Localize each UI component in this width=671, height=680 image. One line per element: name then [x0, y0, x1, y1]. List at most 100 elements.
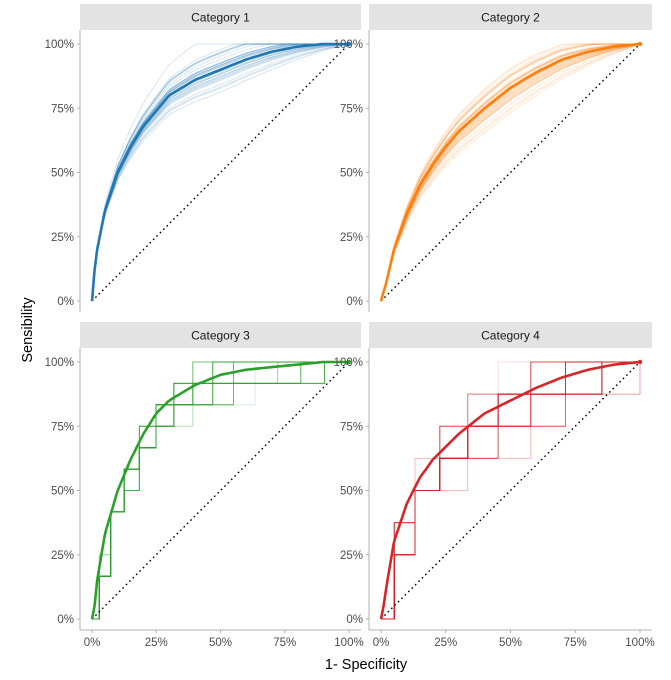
- replicate-curve: [91, 43, 350, 302]
- replicate-curve: [381, 361, 640, 620]
- replicate-curve: [381, 361, 640, 620]
- replicate-curve: [92, 361, 349, 620]
- replicate-curve: [91, 43, 349, 302]
- curve-endpoint: [637, 41, 643, 47]
- replicate-curve: [381, 361, 640, 620]
- replicate-curve: [91, 43, 349, 302]
- replicate-curve: [92, 361, 349, 620]
- replicate-curve: [380, 43, 640, 302]
- replicate-curve: [91, 43, 349, 302]
- replicate-curve: [91, 43, 350, 302]
- replicate-curve: [381, 361, 640, 620]
- replicate-curve: [381, 362, 641, 620]
- replicate-curve: [381, 361, 640, 620]
- replicate-curve: [381, 361, 640, 620]
- reference-diagonal: [91, 43, 350, 302]
- facet-panels: Category 1 0% 25% 50% 75% 100% Category 2 0% 25%…: [45, 4, 655, 649]
- main-roc-curve: [90, 360, 349, 620]
- replicate-curve: [381, 361, 640, 620]
- replicate-curve: [92, 361, 349, 620]
- replicate-curve: [91, 43, 349, 302]
- replicate-curve: [381, 361, 640, 620]
- y-tick-label: 100%: [45, 357, 74, 369]
- replicate-curve: [92, 361, 349, 620]
- replicate-curve: [380, 43, 641, 302]
- replicate-curve: [91, 43, 350, 302]
- replicate-curve: [381, 361, 640, 620]
- y-tick-label: 25%: [340, 232, 363, 244]
- replicate-curve: [91, 43, 349, 302]
- reference-diagonal: [380, 43, 641, 302]
- replicate-curve: [91, 43, 349, 302]
- replicate-curves: [91, 43, 350, 302]
- facet-strip: [80, 4, 361, 30]
- replicate-curve: [92, 361, 349, 620]
- x-tick-label: 75%: [273, 637, 296, 649]
- replicate-curve: [92, 361, 349, 620]
- x-tick-label: 100%: [625, 637, 654, 649]
- replicate-curve: [381, 361, 640, 620]
- replicate-curve: [380, 43, 641, 302]
- x-tick-label: 100%: [334, 637, 363, 649]
- replicate-curve: [91, 43, 349, 302]
- facet-strip: [369, 322, 652, 348]
- y-tick-label: 75%: [340, 421, 363, 433]
- x-tick-label: 50%: [499, 637, 522, 649]
- main-roc-curve: [379, 360, 641, 620]
- x-tick-label: 0%: [84, 637, 101, 649]
- replicate-curve: [381, 361, 640, 620]
- replicate-curve: [91, 43, 350, 302]
- replicate-curve: [91, 43, 350, 302]
- y-tick-label: 50%: [340, 486, 363, 498]
- x-tick-label: 25%: [434, 637, 457, 649]
- replicate-curve: [91, 43, 350, 302]
- y-tick-label: 0%: [346, 614, 363, 626]
- replicate-curve: [381, 361, 640, 620]
- replicate-curve: [381, 361, 640, 620]
- replicate-curve: [91, 43, 349, 302]
- y-tick-label: 25%: [51, 232, 74, 244]
- replicate-curve: [380, 43, 641, 302]
- replicate-curves: [92, 361, 349, 620]
- y-tick-label: 0%: [57, 296, 74, 308]
- reference-diagonal: [380, 361, 641, 620]
- y-tick-label: 25%: [340, 550, 363, 562]
- replicate-curve: [380, 43, 641, 302]
- replicate-curve: [91, 43, 349, 302]
- replicate-curve: [91, 43, 349, 302]
- curve-endpoint: [637, 359, 643, 365]
- replicate-curve: [380, 43, 640, 302]
- facet-strip: [80, 322, 361, 348]
- replicate-curve: [91, 43, 349, 302]
- replicate-curve: [381, 361, 640, 620]
- replicate-curve: [91, 43, 349, 302]
- facet-title: Category 2: [481, 11, 540, 25]
- replicate-curve: [381, 361, 640, 620]
- main-roc-curve: [379, 42, 641, 302]
- replicate-curve: [381, 361, 640, 620]
- replicate-curve: [381, 361, 640, 620]
- replicate-curve: [381, 361, 640, 620]
- replicate-curve: [91, 43, 349, 302]
- replicate-curve: [91, 43, 350, 302]
- replicate-curve: [381, 361, 640, 620]
- replicate-curve: [91, 43, 350, 302]
- replicate-curve: [92, 361, 349, 620]
- curve-endpoint: [346, 41, 352, 47]
- facet-title: Category 4: [481, 329, 540, 343]
- x-axis-title: 1- Specificity: [325, 657, 408, 673]
- replicate-curve: [381, 362, 641, 620]
- replicate-curve: [380, 43, 641, 302]
- replicate-curve: [91, 43, 349, 302]
- replicate-curve: [381, 361, 640, 620]
- replicate-curve: [381, 361, 640, 620]
- facet-title: Category 1: [191, 11, 250, 25]
- y-tick-label: 100%: [334, 357, 363, 369]
- replicate-curve: [91, 43, 349, 302]
- replicate-curve: [92, 361, 349, 620]
- replicate-curve: [381, 361, 640, 620]
- replicate-curve: [91, 43, 349, 302]
- replicate-curve: [380, 43, 640, 302]
- reference-diagonal: [91, 361, 350, 620]
